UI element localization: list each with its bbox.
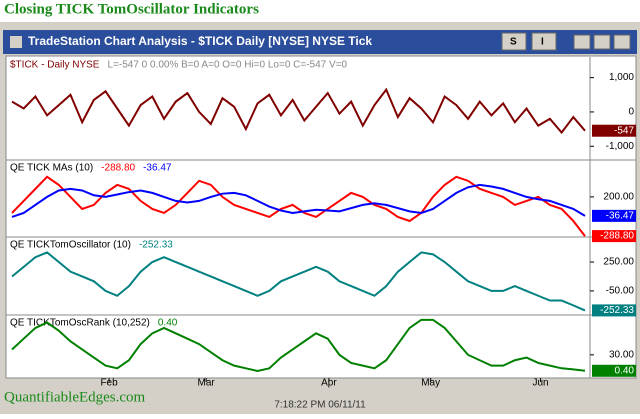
maximize-button[interactable] bbox=[593, 34, 611, 50]
timestamp: 7:18:22 PM 06/11/11 bbox=[274, 400, 366, 411]
legend-readout: 0.40 bbox=[158, 318, 178, 329]
close-button[interactable] bbox=[613, 34, 631, 50]
legend-readout: -36.47 bbox=[143, 163, 172, 174]
readout-label: -36.47 bbox=[606, 211, 635, 222]
s-button-label[interactable]: S bbox=[510, 37, 517, 48]
series-line bbox=[11, 175, 586, 237]
readout-label: -252.33 bbox=[600, 305, 634, 316]
readout-box bbox=[592, 304, 636, 317]
window-title: TradeStation Chart Analysis - $TICK Dail… bbox=[28, 34, 372, 48]
panel-title: QE TICKTomOscRank (10,252) bbox=[10, 318, 150, 329]
y-tick-label: 1,000 bbox=[609, 72, 634, 83]
chart-area bbox=[5, 55, 637, 379]
panel-title: QE TICK MAs (10) bbox=[10, 163, 93, 174]
series-line bbox=[11, 251, 586, 312]
footer-site: QuantifiableEdges.com bbox=[4, 389, 146, 405]
panel-info: L=-547 0 0.00% B=0 A=0 O=0 Hi=0 Lo=0 C=-… bbox=[107, 60, 347, 71]
page-title: Closing TICK TomOscillator Indicators bbox=[4, 1, 259, 17]
panel-title: $TICK - Daily NYSE bbox=[10, 60, 100, 71]
title-bar bbox=[3, 30, 637, 54]
y-tick-label: 30.00 bbox=[609, 349, 634, 360]
series-line bbox=[11, 318, 586, 373]
panel-title: QE TICKTomOscillator (10) bbox=[10, 240, 131, 251]
x-tick-label: Mar bbox=[198, 378, 216, 389]
x-tick-label: Feb bbox=[100, 378, 118, 389]
i-button[interactable] bbox=[531, 32, 557, 51]
window-icon bbox=[10, 36, 22, 48]
minimize-button[interactable] bbox=[573, 34, 591, 50]
i-button-label[interactable]: I bbox=[541, 37, 544, 48]
x-tick-label: Jun bbox=[533, 378, 549, 389]
legend-readout: -252.33 bbox=[139, 240, 173, 251]
series-line bbox=[11, 183, 586, 218]
s-button[interactable] bbox=[501, 32, 527, 51]
readout-label: -288.80 bbox=[600, 231, 634, 242]
y-tick-label: -1,000 bbox=[606, 141, 635, 152]
y-tick-label: 200.00 bbox=[603, 192, 634, 203]
y-tick-label: -50.00 bbox=[606, 286, 635, 297]
readout-box bbox=[592, 364, 636, 377]
readout-box bbox=[592, 209, 636, 222]
readout-box bbox=[592, 230, 636, 243]
x-tick-label: May bbox=[421, 378, 440, 389]
y-tick-label: 250.00 bbox=[603, 257, 634, 268]
readout-label: 0.40 bbox=[615, 365, 635, 376]
series-line bbox=[11, 87, 586, 135]
status-bar bbox=[0, 388, 640, 414]
readout-label: -547 bbox=[614, 125, 634, 136]
x-tick-label: Apr bbox=[321, 378, 337, 389]
readout-box bbox=[592, 124, 636, 137]
y-tick-label: 0 bbox=[628, 107, 634, 118]
legend-readout: -288.80 bbox=[101, 163, 135, 174]
